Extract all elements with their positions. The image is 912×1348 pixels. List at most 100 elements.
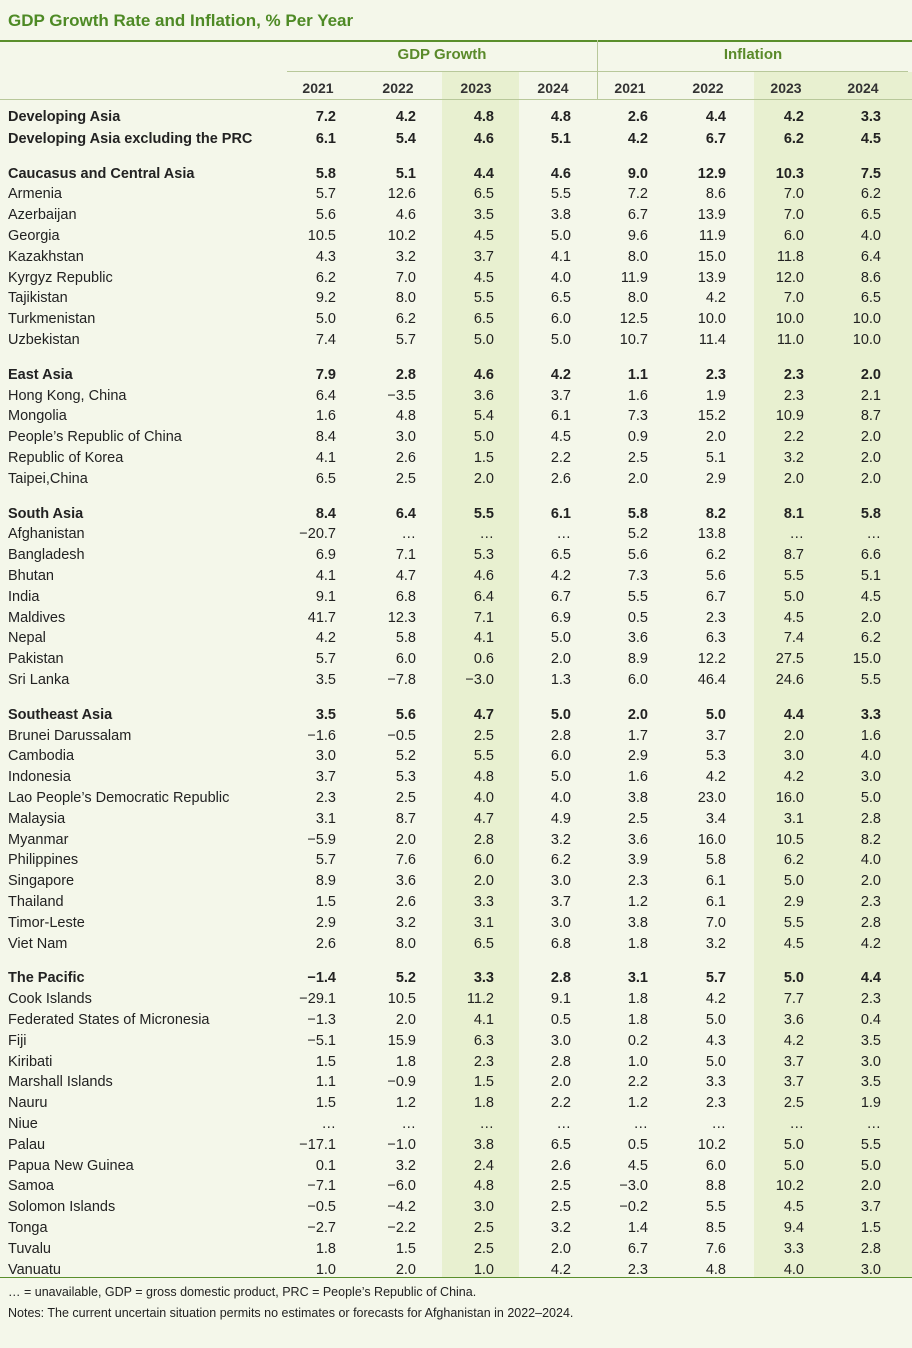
row-label: Hong Kong, China [8,387,127,404]
gdp-cell-2021: 7.9 [315,366,336,383]
inflation-cell-2021: 2.0 [627,706,648,723]
inflation-cell-2024: 2.0 [860,1178,881,1195]
gdp-cell-2021: 1.5 [315,1053,336,1070]
table-row: Afghanistan −20.7……… 5.2 13.8…… [0,524,912,545]
row-label: Nauru [8,1095,48,1112]
table-row: Lao People’s Democratic Republic 2.3 2.5 4.… [0,788,912,809]
gdp-cell-2023: 5.0 [473,332,494,348]
inflation-cell-2021: 6.7 [627,1240,648,1257]
gdp-cell-2023: 6.5 [473,311,494,328]
inflation-cell-2021: 1.4 [627,1220,648,1236]
row-label: Uzbekistan [8,332,80,348]
inflation-cell-2024: 3.3 [860,706,881,723]
year-header-0: 2021 [302,80,334,96]
row-label: Papua New Guinea [8,1157,134,1174]
gdp-cell-2022: 15.9 [387,1032,416,1049]
gdp-cell-2022: 3.2 [395,1157,416,1174]
gdp-cell-2022: −7.8 [387,672,416,688]
inflation-cell-2021: 3.8 [627,914,648,931]
gdp-cell-2022: 2.6 [395,894,416,910]
gdp-cell-2021: 5.8 [315,165,336,182]
table-row: Singapore 8.9 3.6 2.0 3.0 2.3 6.1 5.0 2.0 [0,871,912,892]
row-label: Maldives [8,609,66,626]
inflation-cell-2021: 9.6 [627,228,648,244]
row-label: Taipei,China [8,470,88,487]
gdp-cell-2023: 3.8 [473,1136,494,1153]
table-row: Republic of Korea 4.1 2.6 1.5 2.2 2.5 5.1 3.2 2.… [0,448,912,469]
inflation-cell-2022: 6.1 [705,894,726,910]
gdp-cell-2023: 4.8 [473,769,494,786]
inflation-cell-2024: 10.0 [852,311,881,328]
table-row: Federated States of Micronesia −1.3 2.0 4.1… [0,1010,912,1031]
table-row: Timor-Leste 2.9 3.2 3.1 3.0 3.8 7.0 5.5 2.8 [0,913,912,934]
row-label: Fiji [8,1032,27,1049]
gdp-cell-2022: 4.8 [395,408,416,425]
gdp-cell-2023: 4.6 [473,366,494,383]
inflation-cell-2023: 24.6 [775,672,804,688]
inflation-cell-2021: 0.5 [627,609,648,626]
gdp-cell-2022: 5.2 [395,970,416,987]
inflation-cell-2022: 7.6 [705,1240,726,1257]
gdp-cell-2021: 5.7 [315,186,336,203]
inflation-cell-2024: 10.0 [852,332,881,348]
row-label: Samoa [8,1178,54,1195]
inflation-cell-2023: 3.1 [783,810,804,827]
inflation-cell-2021: 1.8 [627,935,648,952]
gdp-cell-2024: 3.0 [550,1032,571,1049]
row-label: East Asia [8,366,73,383]
inflation-cell-2021: 5.5 [627,588,648,605]
gdp-cell-2021: 6.2 [315,269,336,286]
gdp-cell-2021: −29.1 [299,991,336,1008]
gdp-cell-2022: 2.6 [395,450,416,466]
inflation-cell-2023: 5.5 [783,914,804,931]
inflation-cell-2024: 6.4 [860,248,881,265]
row-label: Thailand [8,894,64,910]
inflation-cell-2021: 0.9 [627,429,648,446]
gdp-cell-2021: −17.1 [299,1136,336,1153]
inflation-cell-2021: 11.9 [620,269,648,286]
inflation-cell-2023: 3.6 [783,1012,804,1028]
gdp-cell-2024: 2.6 [550,470,571,487]
gdp-cell-2022: 4.2 [395,109,416,125]
gdp-cell-2023: 3.6 [473,387,494,404]
gdp-cell-2023: 5.3 [473,547,494,564]
row-label: Bhutan [8,568,54,584]
inflation-cell-2023: 5.0 [783,588,804,605]
inflation-cell-2022: 6.3 [705,630,726,647]
row-label: Philippines [8,852,79,869]
inflation-cell-2021: −0.2 [619,1199,648,1216]
inflation-cell-2023: 4.5 [783,935,804,952]
year-header-6: 2023 [770,80,802,96]
row-label: Brunei Darussalam [8,727,132,744]
inflation-cell-2023: 2.2 [783,429,804,446]
table-row: India 9.1 6.8 6.4 6.7 5.5 6.7 5.0 4.5 [0,587,912,608]
gdp-cell-2024: 4.2 [550,366,571,383]
row-label: Singapore [8,873,75,890]
inflation-cell-2021: 2.6 [627,109,648,125]
gdp-cell-2024: 4.6 [550,165,571,182]
gdp-cell-2023: 4.5 [473,269,494,286]
gdp-cell-2024: 2.2 [550,450,571,466]
gdp-cell-2023: 6.4 [473,588,494,605]
gdp-cell-2022: −0.5 [387,727,416,744]
row-label: Developing Asia excluding the PRC [8,130,253,147]
inflation-cell-2022: 13.8 [697,526,726,543]
gdp-cell-2022: 2.8 [395,366,416,383]
inflation-cell-2021: 2.3 [627,873,648,890]
gdp-cell-2024: 6.5 [550,1136,571,1153]
inflation-cell-2022: 4.8 [705,1261,726,1278]
gdp-cell-2024: 2.2 [550,1095,571,1112]
gdp-cell-2022: 1.8 [395,1053,416,1070]
gdp-cell-2021: −1.4 [307,970,336,987]
gdp-cell-2021: 4.1 [315,568,336,584]
inflation-cell-2021: 2.9 [627,748,648,765]
gdp-cell-2024: 6.5 [550,547,571,564]
inflation-cell-2023: … [789,1116,805,1132]
inflation-cell-2024: 2.8 [860,914,881,931]
inflation-cell-2021: 2.5 [627,810,648,827]
inflation-cell-2021: 8.0 [627,248,648,265]
gdp-cell-2021: 3.0 [315,748,336,765]
inflation-cell-2024: 6.6 [860,547,881,564]
inflation-cell-2021: 10.7 [619,332,648,348]
